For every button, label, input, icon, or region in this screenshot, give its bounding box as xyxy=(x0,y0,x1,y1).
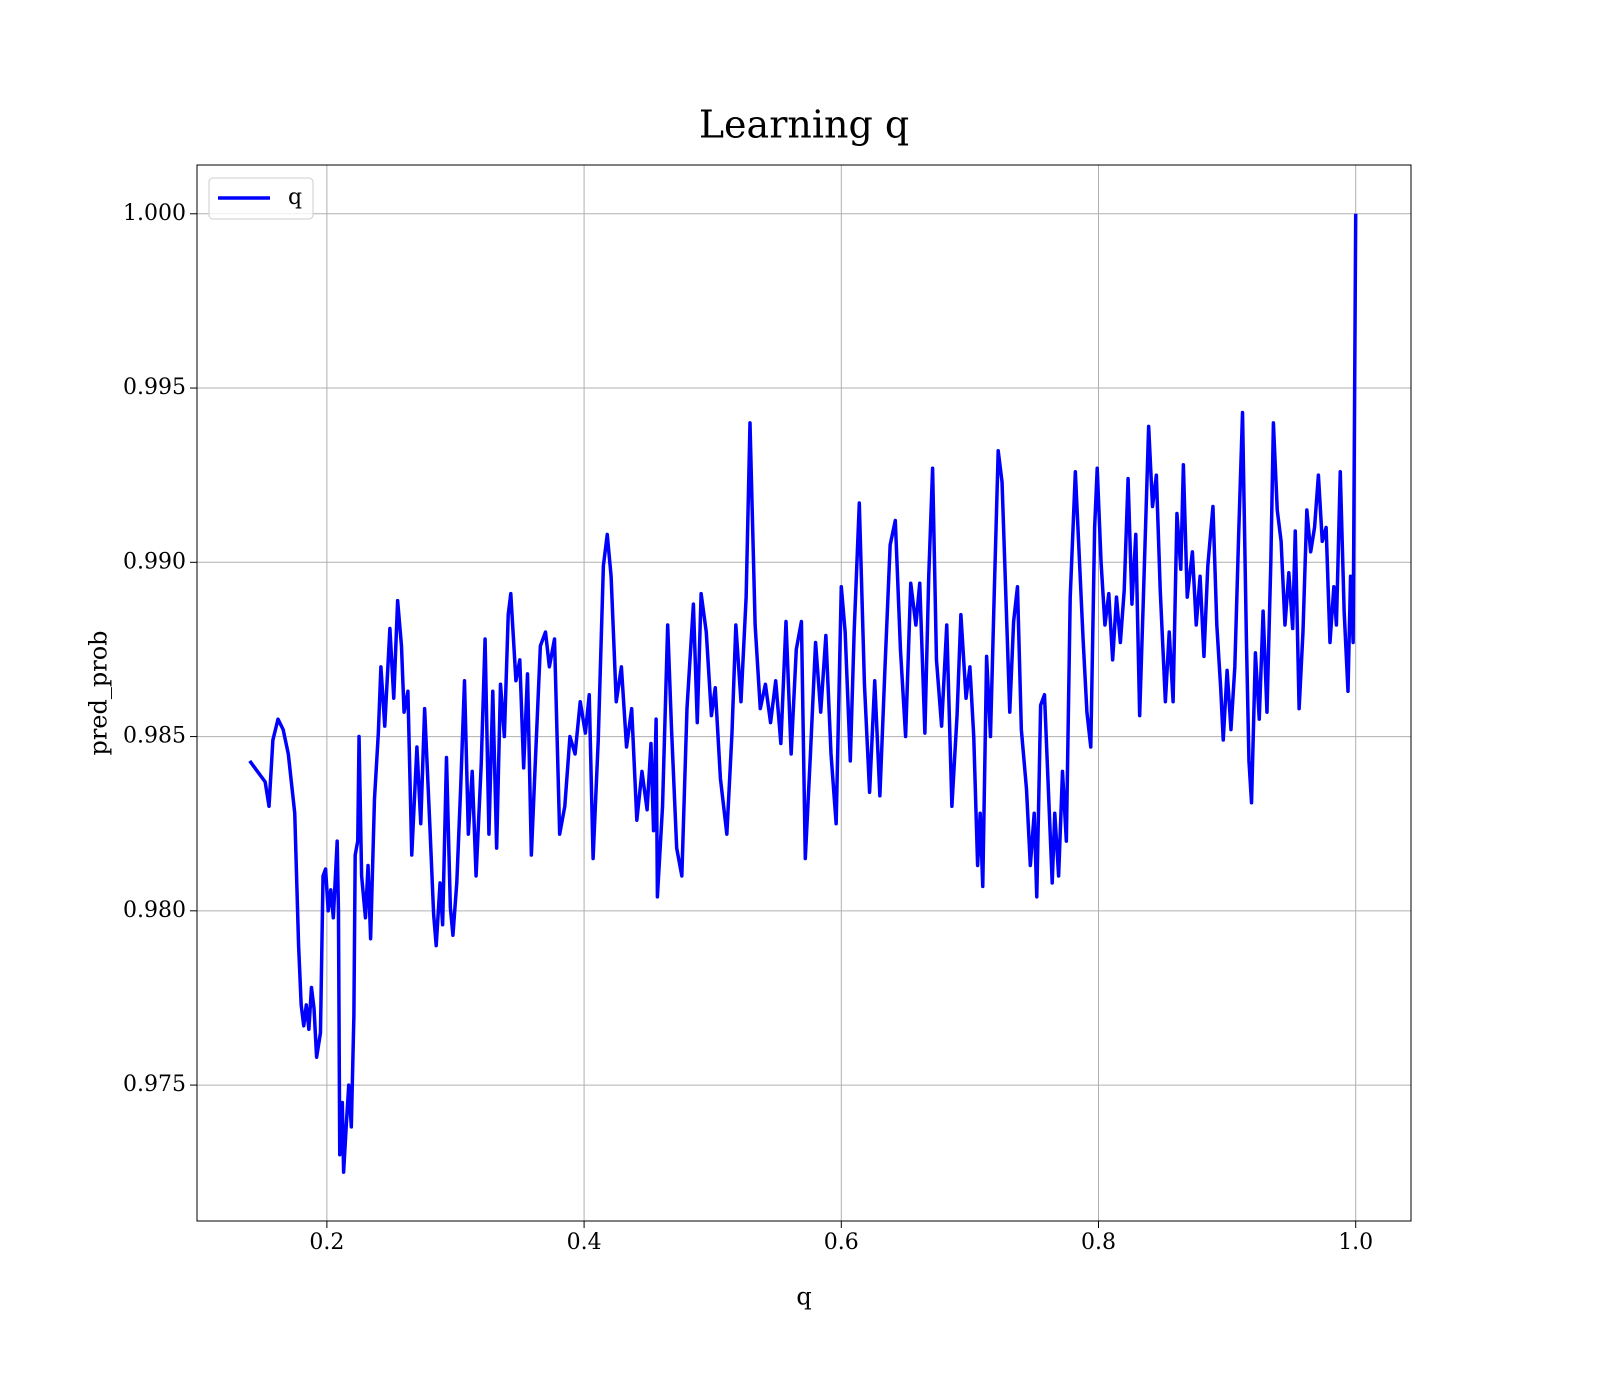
y-tick-label: 0.980 xyxy=(123,898,186,923)
y-tick-label: 1.000 xyxy=(123,201,186,226)
y-tick-label: 0.990 xyxy=(123,549,186,574)
x-tick-label: 0.6 xyxy=(824,1230,859,1255)
legend-label: q xyxy=(288,185,302,210)
x-tick-label: 1.0 xyxy=(1338,1230,1373,1255)
y-axis-label: pred_prob xyxy=(85,630,113,755)
data-line xyxy=(248,213,1358,1174)
y-tick-label: 0.975 xyxy=(123,1072,186,1097)
chart-title: Learning q xyxy=(699,103,909,147)
x-tick-label: 0.8 xyxy=(1081,1230,1116,1255)
x-axis-label: q xyxy=(796,1283,811,1311)
x-tick-label: 0.2 xyxy=(309,1230,344,1255)
plot-frame xyxy=(196,164,1412,1222)
y-tick-label: 0.995 xyxy=(123,375,186,400)
y-tick-label: 0.985 xyxy=(123,724,186,749)
x-tick-label: 0.4 xyxy=(567,1230,602,1255)
